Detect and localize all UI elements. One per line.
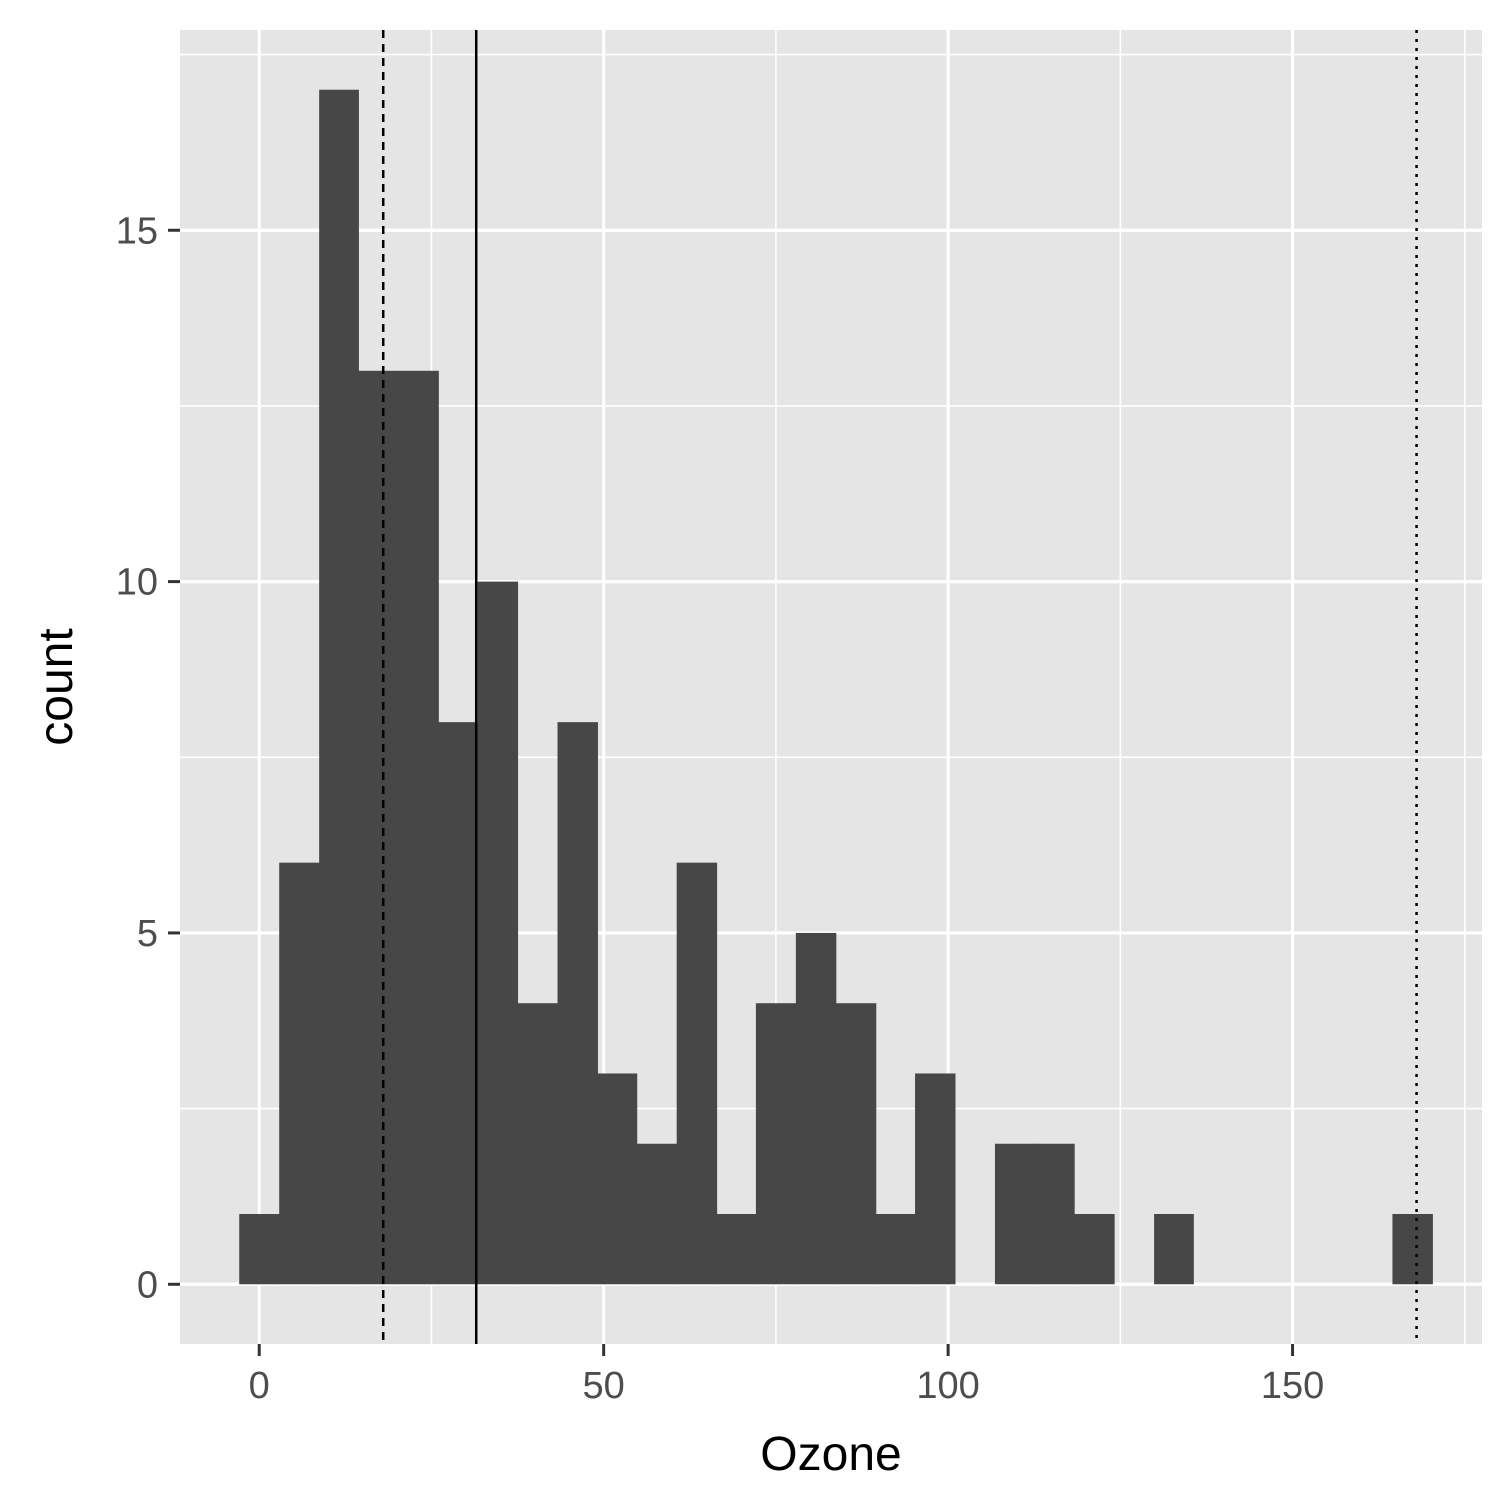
histogram-bar bbox=[994, 1143, 1035, 1285]
y-axis-title: count bbox=[30, 628, 83, 745]
histogram-bar bbox=[477, 581, 519, 1285]
histogram-bar bbox=[239, 1214, 280, 1285]
histogram-bar bbox=[915, 1073, 956, 1285]
histogram-bar bbox=[636, 1143, 678, 1285]
histogram-bar bbox=[795, 932, 837, 1285]
y-tick-label: 0 bbox=[137, 1264, 158, 1306]
histogram-bar bbox=[438, 722, 479, 1285]
y-axis-ticks: 0 5 10 15 bbox=[116, 210, 180, 1306]
histogram-bar bbox=[557, 722, 598, 1285]
histogram-bar bbox=[835, 1003, 877, 1285]
x-axis-title: Ozone bbox=[760, 1428, 901, 1481]
histogram-bar bbox=[1034, 1143, 1075, 1285]
y-tick-label: 15 bbox=[116, 210, 158, 252]
minor-gridlines bbox=[180, 30, 1482, 1344]
histogram-bar bbox=[755, 1003, 797, 1285]
x-tick-label: 50 bbox=[583, 1365, 625, 1407]
y-tick-label: 10 bbox=[116, 562, 158, 604]
histogram-bar bbox=[398, 370, 439, 1285]
histogram-bar bbox=[279, 862, 320, 1285]
y-tick-label: 5 bbox=[137, 913, 158, 955]
reference-lines bbox=[381, 30, 1418, 1344]
x-tick-label: 100 bbox=[916, 1365, 979, 1407]
histogram-bar bbox=[1392, 1214, 1433, 1285]
histogram-bars bbox=[239, 89, 1433, 1285]
histogram-bar bbox=[676, 862, 718, 1285]
x-tick-label: 0 bbox=[249, 1365, 270, 1407]
histogram-bar bbox=[319, 89, 359, 1285]
histogram-bar bbox=[875, 1214, 916, 1285]
histogram-bar bbox=[517, 1003, 559, 1285]
histogram-bar bbox=[716, 1214, 757, 1285]
histogram-bar bbox=[358, 370, 399, 1285]
x-axis-ticks: 0 50 100 150 bbox=[249, 1344, 1324, 1407]
x-tick-label: 150 bbox=[1261, 1365, 1324, 1407]
histogram-bar bbox=[1074, 1214, 1115, 1285]
histogram-bar bbox=[1154, 1214, 1194, 1285]
histogram-bar bbox=[597, 1073, 638, 1285]
